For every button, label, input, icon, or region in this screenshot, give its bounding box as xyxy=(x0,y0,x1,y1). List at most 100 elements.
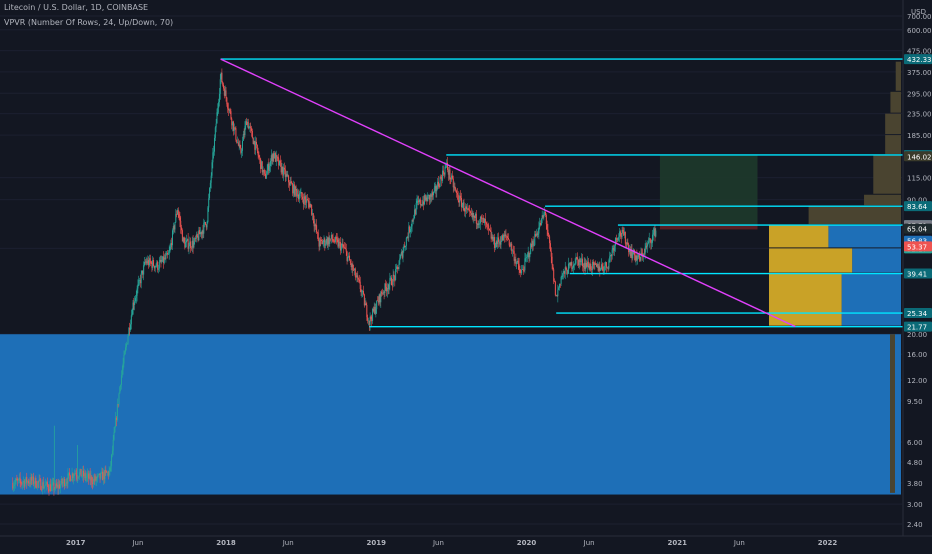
candle-body xyxy=(389,278,391,285)
candle-body xyxy=(207,207,209,222)
candle-body xyxy=(372,308,374,312)
candle-body xyxy=(182,237,184,242)
candle-body xyxy=(282,166,284,176)
candle-body xyxy=(197,236,199,241)
candle-body xyxy=(219,79,221,94)
candle-body xyxy=(352,264,354,271)
candle-body xyxy=(554,281,556,283)
candle-body xyxy=(413,218,415,221)
candle-body xyxy=(64,478,66,487)
candle-body xyxy=(248,126,250,129)
candle-body xyxy=(359,281,361,289)
candle-body xyxy=(32,476,34,485)
candle-body xyxy=(604,265,606,271)
candle-body xyxy=(512,250,514,252)
candle-body xyxy=(246,121,248,125)
candle-body xyxy=(277,157,279,159)
time-tick-label: Jun xyxy=(282,539,294,547)
candle-body xyxy=(199,230,201,235)
candle-body xyxy=(498,241,500,243)
candle-body xyxy=(45,484,47,486)
candle-body xyxy=(69,472,71,476)
candle-body xyxy=(625,243,627,245)
candle-body xyxy=(541,215,543,219)
candle-body xyxy=(211,162,213,176)
candle-body xyxy=(163,257,165,263)
candle-body xyxy=(516,262,518,264)
candle-body xyxy=(605,262,607,266)
candle-body xyxy=(391,284,393,286)
candle-body xyxy=(48,489,50,492)
candle-body xyxy=(342,243,344,247)
candle-body xyxy=(505,234,507,236)
candle-body xyxy=(476,223,478,225)
candle-body xyxy=(108,470,110,476)
candle-body xyxy=(97,475,99,479)
candle-body xyxy=(538,227,540,234)
candle-body xyxy=(105,469,107,472)
candle-body xyxy=(302,199,304,204)
candle-body xyxy=(509,245,511,246)
candle-body xyxy=(103,472,105,480)
candle-body xyxy=(109,467,111,471)
candle-body xyxy=(320,239,322,241)
candle-body xyxy=(160,259,162,262)
candle-body xyxy=(581,258,583,262)
candle-body xyxy=(60,478,62,485)
candle-body xyxy=(81,475,83,477)
candle-body xyxy=(493,237,495,249)
candle-body xyxy=(129,327,131,330)
vp-up-bar xyxy=(769,225,829,248)
candle-body xyxy=(395,269,397,281)
candle-body xyxy=(153,260,155,266)
candle-body xyxy=(409,226,411,233)
candle-body xyxy=(372,308,374,322)
candle-body xyxy=(366,305,368,318)
candle-body xyxy=(527,252,529,255)
candle-body xyxy=(416,200,418,204)
candle-body xyxy=(218,93,220,103)
candle-body xyxy=(496,241,498,245)
candle-body xyxy=(254,141,256,150)
candle-body xyxy=(339,242,341,251)
candle-body xyxy=(187,238,189,249)
candle-body xyxy=(510,243,512,246)
candle-body xyxy=(204,221,206,223)
candle-body xyxy=(618,236,620,238)
candle-body xyxy=(404,245,406,248)
candle-body xyxy=(231,118,233,126)
candle-body xyxy=(514,259,516,261)
candle-body xyxy=(430,194,432,197)
candle-body xyxy=(131,314,133,316)
candle-body xyxy=(331,234,333,240)
candle-body xyxy=(373,307,375,312)
candle-body xyxy=(230,111,232,119)
candle-body xyxy=(113,432,115,440)
candle-body xyxy=(630,249,632,257)
candle-body xyxy=(544,212,546,216)
price-tag xyxy=(904,321,932,332)
candle-body xyxy=(226,97,228,105)
candle-body xyxy=(307,199,309,201)
candle-body xyxy=(502,234,504,241)
candle-body xyxy=(565,267,567,270)
price-tick-label: 9.50 xyxy=(907,398,923,406)
candle-body xyxy=(437,181,439,187)
candle-body xyxy=(316,225,318,233)
candle-body xyxy=(477,223,479,226)
candle-body xyxy=(27,480,29,484)
candle-body xyxy=(95,476,97,481)
candle-body xyxy=(190,241,192,248)
time-axis: 2017 Jun 2018 Jun 2019 Jun 2020 Jun 2021 Jun 2022 xyxy=(0,535,932,547)
indicator-legend[interactable]: VPVR (Number Of Rows, 24, Up/Down, 70) xyxy=(4,18,174,27)
candle-body xyxy=(361,291,363,293)
candle-body xyxy=(596,263,598,267)
candle-body xyxy=(346,251,348,261)
candle-body xyxy=(259,156,261,159)
candle-body xyxy=(274,153,276,162)
candle-body xyxy=(114,427,116,433)
time-tick-label: Jun xyxy=(131,539,143,547)
candle-body xyxy=(325,239,327,244)
candle-body xyxy=(355,276,357,278)
